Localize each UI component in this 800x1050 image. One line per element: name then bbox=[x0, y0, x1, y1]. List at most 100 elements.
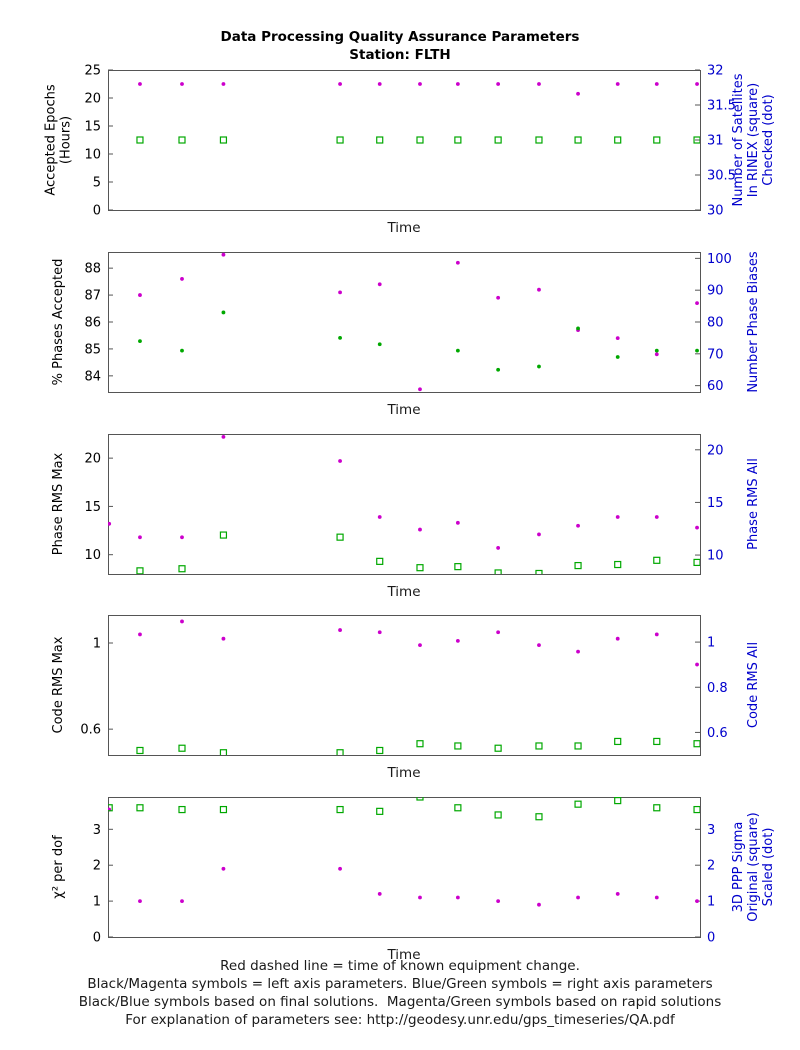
left-tick-label: 10 bbox=[84, 548, 101, 563]
right-axis-ticks: 0.6 0.8 1 bbox=[695, 636, 728, 741]
plot-box bbox=[108, 797, 701, 938]
right-axis-label: Number of Satellites bbox=[731, 73, 746, 206]
left-tick-label: 1 bbox=[93, 637, 101, 652]
left-tick-label: 2 bbox=[93, 859, 101, 874]
panel-3: 10 15 20 10 15 20 Time Phase RMS Max Phase RMS A… bbox=[51, 434, 761, 600]
left-tick-label: 88 bbox=[84, 262, 101, 277]
right-tick-label: 3 bbox=[707, 823, 715, 838]
x-axis-label: Time bbox=[386, 584, 420, 600]
right-tick-label: 0 bbox=[707, 931, 715, 946]
left-tick-label: 86 bbox=[84, 316, 101, 331]
right-axis-label: In RINEX (square) bbox=[746, 83, 761, 197]
right-axis-label: Phase RMS All bbox=[746, 458, 761, 550]
right-tick-label: 70 bbox=[707, 347, 724, 362]
x-axis-label: Time bbox=[386, 220, 420, 236]
left-axis-label: Phase RMS Max bbox=[51, 452, 66, 555]
x-axis-label: Time bbox=[386, 947, 420, 963]
left-axis-ticks: 84 85 86 87 88 bbox=[84, 262, 113, 384]
left-tick-label: 3 bbox=[93, 823, 101, 838]
phase-biases-rapid-dots bbox=[138, 310, 699, 372]
chart-footnotes: Red dashed line = time of known equipmen… bbox=[0, 957, 800, 1029]
right-tick-label: 31.5 bbox=[707, 99, 736, 114]
left-tick-label: 20 bbox=[84, 452, 101, 467]
right-tick-label: 32 bbox=[707, 64, 724, 79]
left-tick-label: 87 bbox=[84, 289, 101, 304]
phase-rms-max-rapid-dots bbox=[108, 434, 699, 550]
left-tick-label: 84 bbox=[84, 369, 101, 384]
right-tick-label: 1 bbox=[707, 895, 715, 910]
right-tick-label: 1 bbox=[707, 636, 715, 651]
panel-2: 84 85 86 87 88 60 70 80 90 100 Time % Phases Accept… bbox=[51, 251, 761, 418]
ppp-sigma-original-rapid-squares bbox=[108, 797, 700, 821]
right-tick-label: 31 bbox=[707, 134, 724, 149]
footnote-symbol-solutions: Black/Blue symbols based on final soluti… bbox=[78, 994, 722, 1010]
left-tick-label: 15 bbox=[84, 500, 101, 515]
left-axis-ticks: 0 1 2 3 bbox=[93, 823, 113, 946]
plot-box bbox=[108, 70, 701, 211]
right-tick-label: 2 bbox=[707, 859, 715, 874]
plot-box bbox=[108, 615, 701, 756]
right-axis-label: Checked (dot) bbox=[761, 94, 776, 185]
left-axis-label: Code RMS Max bbox=[51, 636, 66, 733]
left-tick-label: 0.6 bbox=[80, 723, 101, 738]
chart-title: Data Processing Quality Assurance Parame… bbox=[0, 28, 800, 64]
right-axis-label: Original (square) bbox=[746, 812, 761, 921]
right-axis-label: Scaled (dot) bbox=[761, 828, 776, 907]
left-tick-label: 0 bbox=[93, 204, 101, 219]
right-axis-label: Number Phase Biases bbox=[746, 251, 761, 393]
chi2-per-dof-rapid-dots bbox=[108, 807, 699, 907]
left-tick-label: 85 bbox=[84, 342, 101, 357]
satellites-rinex-rapid-squares bbox=[136, 136, 700, 144]
left-axis-ticks: 0.61 bbox=[80, 637, 113, 738]
right-tick-label: 15 bbox=[707, 496, 724, 511]
data-points bbox=[136, 82, 700, 144]
right-tick-label: 0.6 bbox=[707, 726, 728, 741]
left-axis-label: χ² per dof bbox=[51, 835, 66, 899]
plot-box bbox=[108, 434, 701, 575]
pct-phases-accepted-rapid-dots bbox=[138, 252, 699, 392]
plot-box bbox=[108, 252, 701, 393]
left-tick-label: 10 bbox=[84, 148, 101, 163]
data-points bbox=[136, 619, 700, 755]
right-tick-label: 30.5 bbox=[707, 169, 736, 184]
right-tick-label: 0.8 bbox=[707, 681, 728, 696]
right-axis-ticks: 60 70 80 90 100 bbox=[695, 252, 732, 394]
right-tick-label: 60 bbox=[707, 379, 724, 394]
right-tick-label: 90 bbox=[707, 284, 724, 299]
left-tick-label: 20 bbox=[84, 92, 101, 107]
left-tick-label: 25 bbox=[84, 64, 101, 79]
right-tick-label: 20 bbox=[707, 443, 724, 458]
right-axis-label: 3D PPP Sigma bbox=[731, 822, 746, 913]
satellites-checked-rapid-dots bbox=[138, 82, 699, 96]
right-tick-label: 80 bbox=[707, 316, 724, 331]
footnote-parameters-url: For explanation of parameters see: http:… bbox=[125, 1012, 675, 1028]
left-tick-label: 1 bbox=[93, 895, 101, 910]
code-rms-max-rapid-dots bbox=[138, 619, 699, 667]
panel-1: 0 5 10 15 20 25 30 30.5 31 31.5 32 Time Accepted Epo… bbox=[44, 64, 777, 237]
right-axis-ticks: 30 30.5 31 31.5 32 bbox=[695, 64, 736, 219]
left-tick-label: 5 bbox=[93, 176, 101, 191]
right-axis-ticks: 10 15 20 bbox=[695, 443, 724, 564]
x-axis-label: Time bbox=[386, 402, 420, 418]
right-axis-ticks: 0 1 2 3 bbox=[695, 823, 715, 946]
left-axis-label: Accepted Epochs bbox=[44, 84, 59, 195]
left-axis-ticks: 10 15 20 bbox=[84, 452, 113, 563]
chart-title-line2: Station: FLTH bbox=[349, 47, 451, 63]
phase-rms-all-rapid-squares bbox=[136, 531, 700, 574]
right-tick-label: 10 bbox=[707, 549, 724, 564]
left-axis-label: % Phases Accepted bbox=[51, 259, 66, 386]
data-points bbox=[108, 434, 700, 574]
data-points bbox=[108, 797, 700, 907]
panel-5: 0 1 2 3 0 1 2 3 Time χ² per dof 3D PPP Sigma Origin… bbox=[51, 797, 776, 963]
left-tick-label: 15 bbox=[84, 120, 101, 135]
footnote-symbol-axes: Black/Magenta symbols = left axis parame… bbox=[87, 976, 713, 992]
right-tick-label: 100 bbox=[707, 252, 732, 267]
left-axis-ticks: 0 5 10 15 20 25 bbox=[84, 64, 113, 219]
x-axis-label: Time bbox=[386, 765, 420, 781]
right-axis-label: Code RMS All bbox=[746, 642, 761, 728]
chart-title-line1: Data Processing Quality Assurance Parame… bbox=[220, 29, 580, 45]
